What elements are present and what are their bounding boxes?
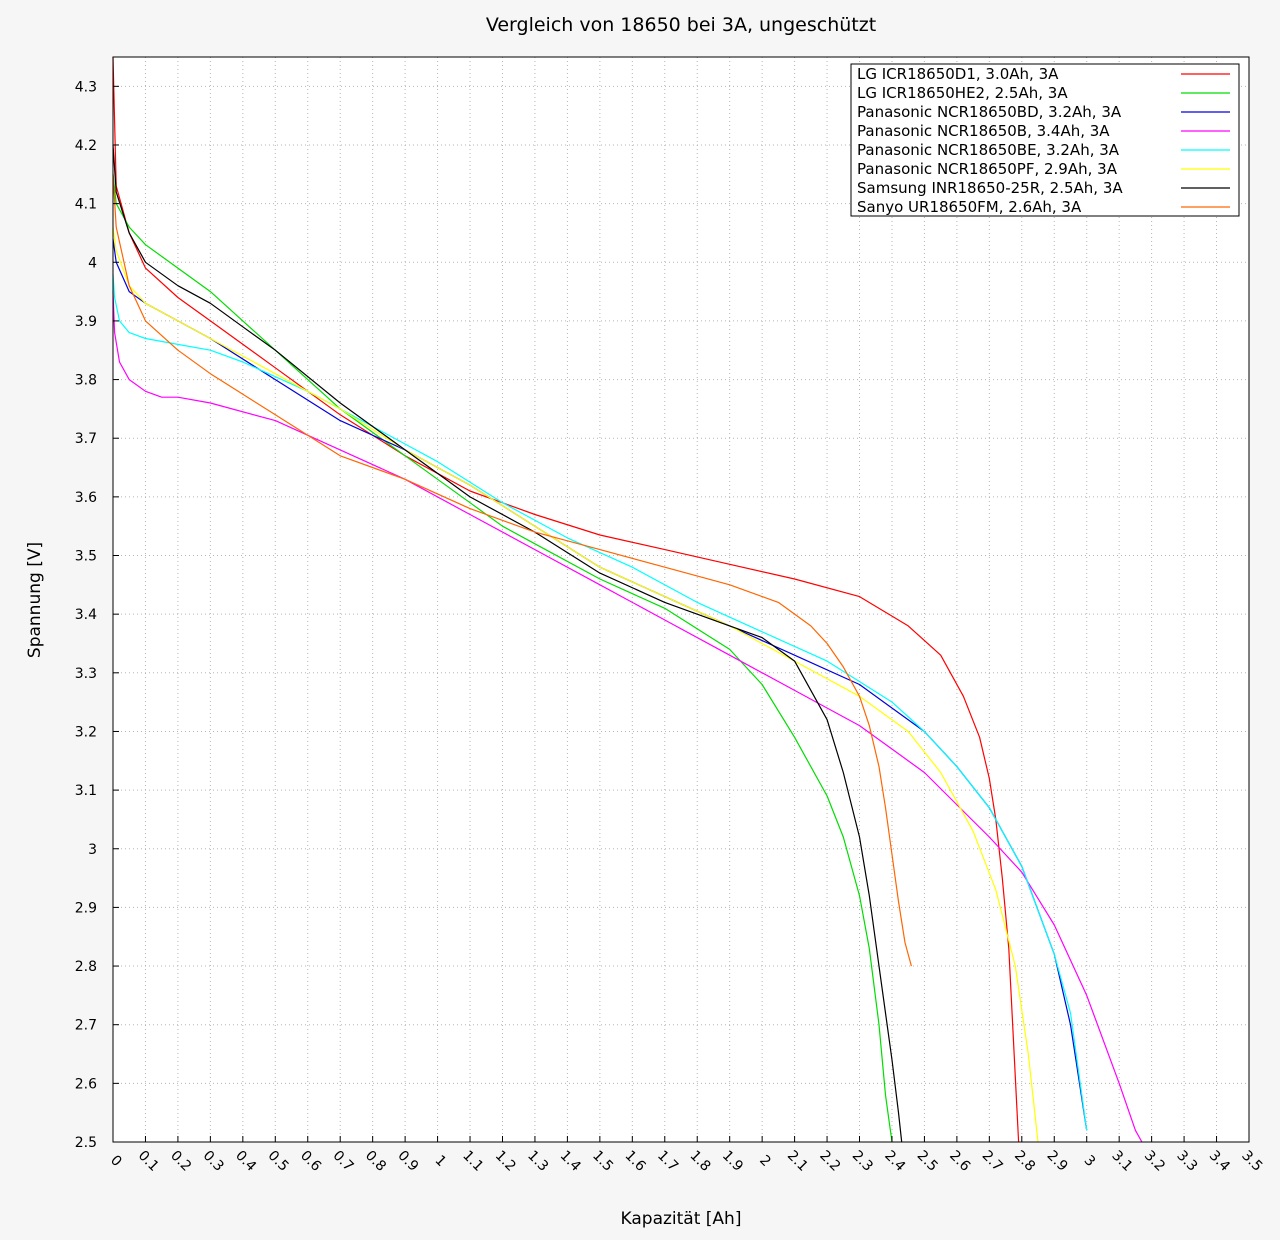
y-tick-label: 2.8 (75, 959, 97, 975)
legend-label: Samsung INR18650-25R, 2.5Ah, 3A (857, 179, 1123, 197)
y-tick-label: 2.7 (75, 1018, 97, 1034)
series-line (112, 174, 912, 967)
series-line (112, 291, 1143, 1143)
y-tick-label: 3 (88, 842, 97, 858)
legend-label: Sanyo UR18650FM, 2.6Ah, 3A (857, 198, 1082, 216)
legend-label: Panasonic NCR18650BE, 3.2Ah, 3A (857, 141, 1120, 159)
series-layer (112, 56, 1143, 1143)
y-tick-label: 3.1 (75, 783, 97, 799)
plot-area (113, 57, 1249, 1142)
legend-label: Panasonic NCR18650B, 3.4Ah, 3A (857, 122, 1110, 140)
y-tick-label: 2.6 (75, 1076, 97, 1092)
y-tick-label: 3.8 (75, 373, 97, 389)
y-tick-label: 4.1 (75, 197, 97, 213)
y-axis: 2.5 2.6 2.7 2.8 2.9 3 3.1 3.2 3.3 3.4 3.5 3.6 3.7 3.8… (75, 79, 119, 1151)
y-tick-label: 3.4 (75, 607, 97, 623)
y-tick-label: 3.5 (75, 549, 97, 565)
series-line (112, 227, 1039, 1143)
y-tick-label: 3.3 (75, 666, 97, 682)
y-tick-label: 3.9 (75, 314, 97, 330)
chart-title: Vergleich von 18650 bei 3A, ungeschützt (486, 14, 876, 36)
y-axis-label: Spannung [V] (25, 542, 45, 658)
y-tick-label: 4.2 (75, 138, 97, 154)
series-line (112, 144, 903, 1143)
legend-box (850, 63, 1240, 217)
series-line (112, 56, 1020, 1143)
legend-label: Panasonic NCR18650BD, 3.2Ah, 3A (857, 103, 1122, 121)
plot-frame (112, 56, 1250, 1143)
y-tick-label: 2.9 (75, 900, 97, 916)
y-tick-label: 3.6 (75, 490, 97, 506)
x-axis-label: Kapazität [Ah] (621, 1209, 742, 1229)
y-tick-label: 4 (88, 255, 97, 271)
y-tick-label: 3.2 (75, 724, 97, 740)
grid (113, 57, 1249, 1142)
legend-label: Panasonic NCR18650PF, 2.9Ah, 3A (857, 160, 1118, 178)
y-tick-label: 4.3 (75, 79, 97, 95)
legend-label: LG ICR18650D1, 3.0Ah, 3A (857, 65, 1059, 83)
series-line (112, 174, 893, 1143)
series-line (112, 273, 1088, 1131)
y-tick-label: 2.5 (75, 1135, 97, 1151)
y-tick-label: 3.7 (75, 431, 97, 447)
legend-label: LG ICR18650HE2, 2.5Ah, 3A (857, 84, 1068, 102)
